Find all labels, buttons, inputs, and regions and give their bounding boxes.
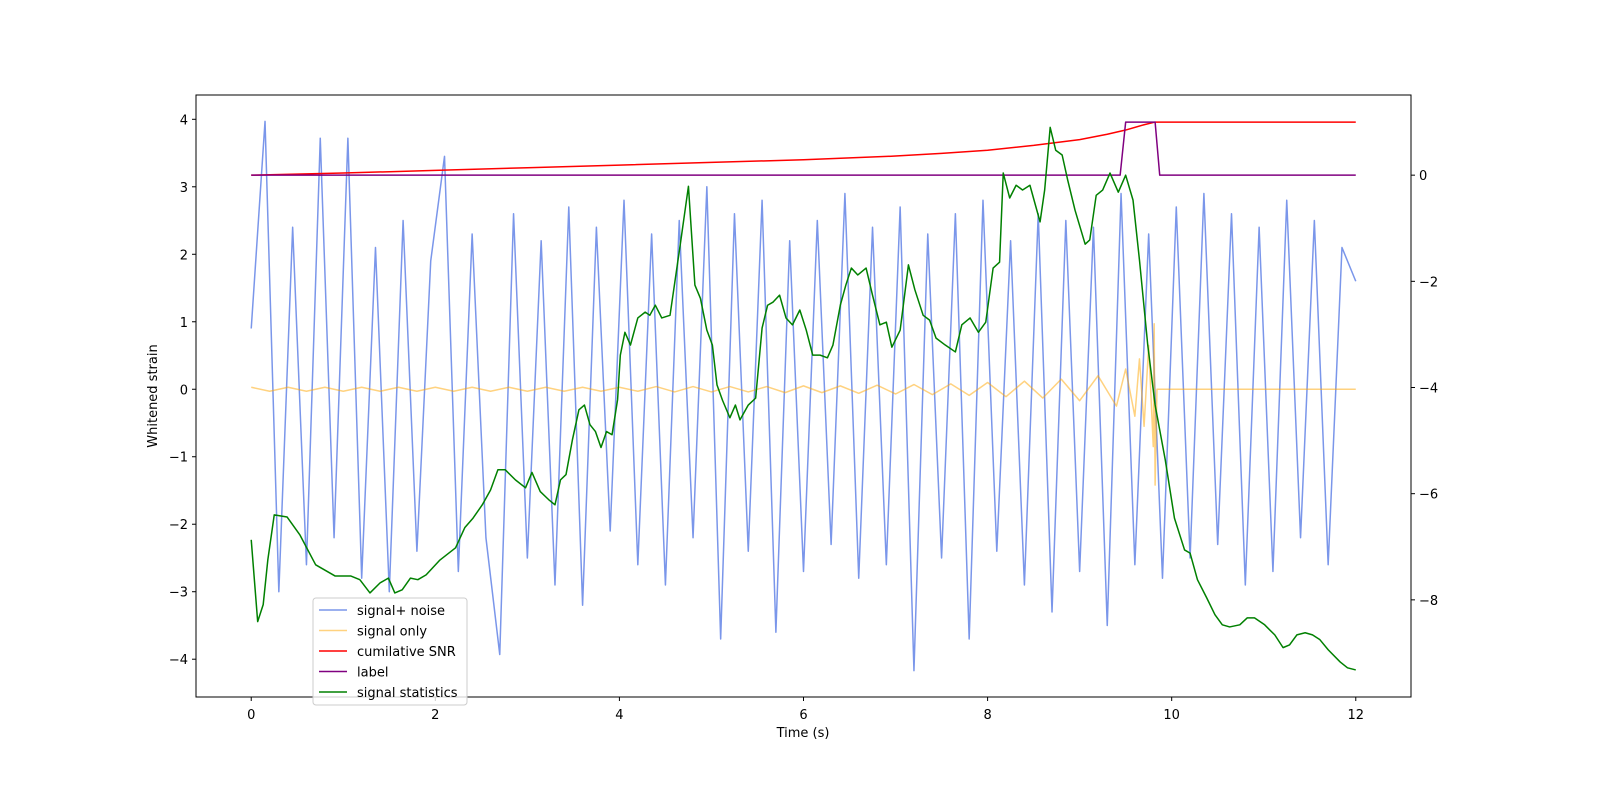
x-tick-label: 4 [615, 708, 623, 723]
x-tick-label: 12 [1347, 708, 1364, 723]
y2-tick-label: 0 [1419, 169, 1427, 184]
legend-label: label [357, 666, 388, 681]
legend-label: signal only [357, 625, 427, 640]
series-line [251, 121, 1356, 176]
x-tick-label: 8 [983, 708, 991, 723]
legend-frame [312, 597, 468, 706]
legend-label: signal statistics [357, 686, 458, 701]
x-tick-label: 0 [247, 708, 255, 723]
y-tick-label: −3 [169, 586, 188, 601]
y-tick-label: −4 [169, 653, 188, 668]
y-tick-label: −1 [169, 451, 188, 466]
y2-tick-label: −4 [1419, 382, 1438, 397]
y-tick-label: 1 [180, 316, 188, 331]
legend: signal+ noise signal only cumilative SNR la… [312, 597, 468, 706]
x-tick-label: 2 [431, 708, 439, 723]
y-tick-label: 4 [180, 113, 188, 128]
legend-label: signal+ noise [357, 604, 445, 619]
y2-tick-label: −8 [1419, 594, 1438, 609]
y-tick-label: 2 [180, 248, 188, 263]
series-line [250, 126, 1356, 671]
x-axis-label: Time (s) [776, 726, 830, 741]
legend-label: cumilative SNR [357, 645, 456, 660]
y-axis-label: Whitened strain [146, 344, 161, 447]
series-line [251, 323, 1356, 486]
y-tick-label: 0 [180, 383, 188, 398]
series-line [251, 121, 1356, 176]
y-tick-label: −2 [169, 518, 188, 533]
y-tick-label: 3 [180, 181, 188, 196]
y2-tick-label: −2 [1419, 275, 1438, 290]
x-tick-label: 6 [799, 708, 807, 723]
plot-area [250, 120, 1357, 672]
series-line [250, 120, 1357, 672]
y2-tick-label: −6 [1419, 488, 1438, 503]
x-tick-label: 10 [1163, 708, 1180, 723]
